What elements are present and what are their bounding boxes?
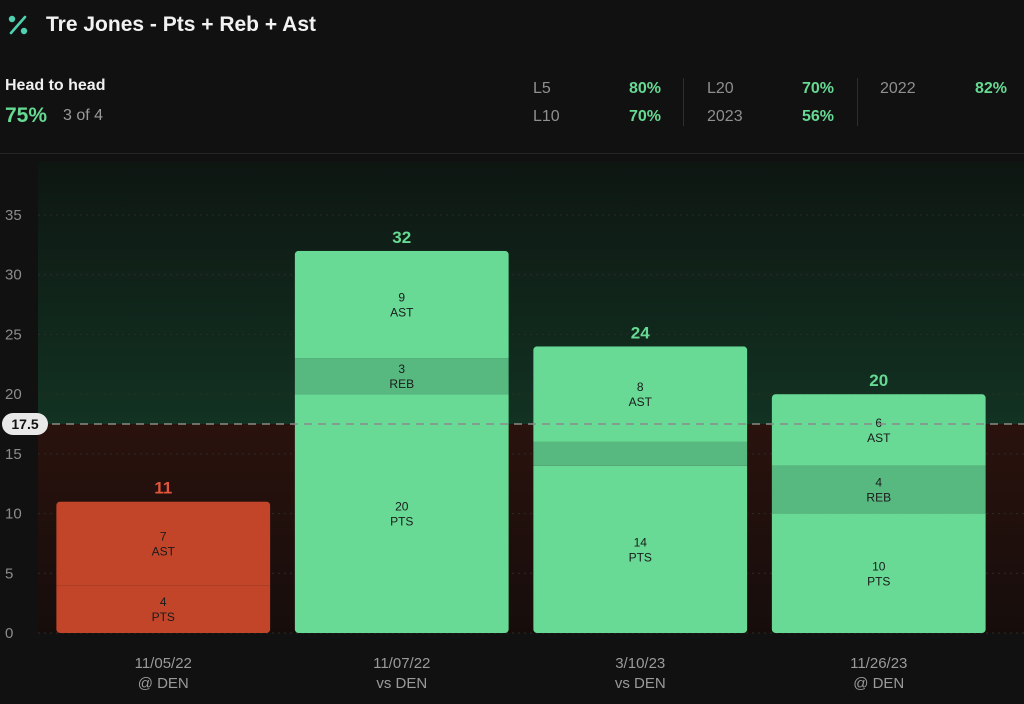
x-tick-opponent: @ DEN — [138, 675, 189, 692]
bar-total-label: 24 — [631, 323, 650, 342]
segment-stat-label: AST — [629, 395, 653, 409]
segment-stat-label: PTS — [390, 515, 413, 529]
divider — [683, 78, 684, 126]
prop-line-badge — [2, 413, 48, 435]
y-tick-label: 35 — [5, 207, 22, 224]
x-tick-opponent: vs DEN — [615, 675, 666, 692]
segment-stat-label: PTS — [152, 610, 175, 624]
bar-segment-pts — [771, 513, 986, 633]
bar-segment-ast — [771, 394, 986, 466]
y-tick-label: 25 — [5, 326, 22, 343]
segment-value-label: 6 — [875, 416, 882, 430]
segment-stat-label: AST — [152, 544, 176, 558]
split-value-2022: 82% — [974, 80, 1007, 97]
divider — [857, 78, 858, 126]
segment-value-label: 9 — [398, 291, 405, 305]
bar-segment-reb — [533, 441, 748, 466]
split-value-l10: 70% — [628, 108, 661, 125]
segment-value-label: 8 — [637, 380, 644, 394]
segment-value-label: 20 — [395, 500, 409, 514]
x-tick-date: 11/07/22 — [373, 655, 430, 672]
y-tick-label: 30 — [5, 267, 22, 284]
segment-stat-label: PTS — [629, 550, 652, 564]
x-tick-opponent: @ DEN — [853, 675, 904, 692]
bar-segment-ast — [533, 346, 748, 442]
split-label-l10: L10 — [533, 108, 560, 125]
segment-value-label: 3 — [398, 362, 405, 376]
bar-segment-reb — [294, 358, 509, 395]
segment-value-label: 4 — [875, 476, 882, 490]
split-value-l5: 80% — [628, 80, 661, 97]
segment-stat-label: PTS — [867, 574, 890, 588]
split-value-2023: 56% — [801, 108, 834, 125]
segment-value-label: 14 — [634, 535, 648, 549]
segment-stat-label: AST — [867, 431, 891, 445]
percent-icon — [8, 15, 28, 35]
head-to-head-percent: 75% — [5, 104, 48, 127]
split-label-l20: L20 — [707, 80, 734, 97]
head-to-head-label: Head to head — [5, 77, 106, 94]
bar-segment-ast — [56, 501, 271, 586]
bar-segment-ast — [294, 250, 509, 359]
prop-line-label: 17.5 — [11, 416, 38, 432]
bar-total-label: 20 — [869, 371, 888, 390]
header: Tre Jones - Pts + Reb + Ast — [0, 0, 1024, 52]
over-line-zone — [38, 162, 1024, 424]
head-to-head-record: 3 of 4 — [63, 107, 104, 124]
bar-segment-pts — [533, 465, 748, 633]
segment-stat-label: REB — [866, 491, 891, 505]
segment-value-label: 7 — [160, 529, 167, 543]
split-label-2022: 2022 — [880, 80, 916, 97]
bar-total-label: 11 — [154, 479, 172, 498]
bar-total-label: 32 — [392, 228, 411, 247]
split-label-l5: L5 — [533, 80, 551, 97]
bar-segment-pts — [294, 394, 509, 633]
page-title: Tre Jones - Pts + Reb + Ast — [46, 13, 316, 36]
segment-value-label: 10 — [872, 559, 886, 573]
x-tick-opponent: vs DEN — [376, 675, 427, 692]
y-tick-label: 10 — [5, 506, 22, 523]
bar-segment-pts — [56, 585, 271, 633]
split-value-l20: 70% — [801, 80, 834, 97]
y-tick-label: 15 — [5, 446, 22, 463]
segment-stat-label: REB — [389, 377, 414, 391]
divider — [0, 153, 1024, 154]
y-tick-label: 5 — [5, 565, 13, 582]
segment-value-label: 4 — [160, 595, 167, 609]
hit-rate-summary: Head to head 75% 3 of 4 L5 80% L10 70% L… — [0, 72, 1024, 152]
segment-stat-label: AST — [390, 306, 414, 320]
split-label-2023: 2023 — [707, 108, 743, 125]
x-tick-date: 11/05/22 — [135, 655, 192, 672]
x-tick-date: 11/26/23 — [850, 655, 907, 672]
y-tick-label: 0 — [5, 625, 13, 642]
bar-segment-reb — [771, 465, 986, 514]
x-tick-date: 3/10/23 — [615, 655, 665, 672]
y-tick-label: 20 — [5, 386, 22, 403]
